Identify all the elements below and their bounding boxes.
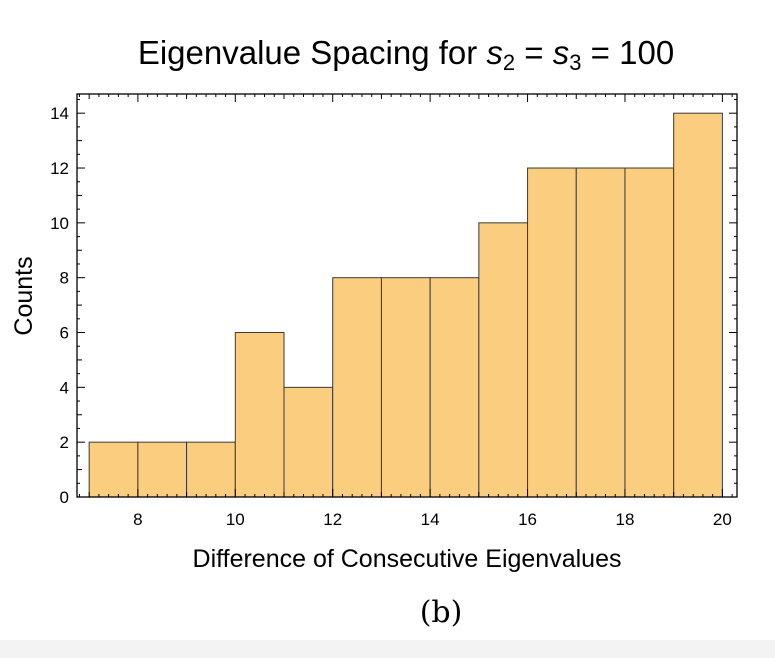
- tick-labels-layer: 8 10 12 14 16 18 20 0 2 4 6 8 10 12 14: [50, 104, 732, 529]
- footer-strip: [0, 640, 775, 658]
- y-axis-label: Counts: [10, 256, 38, 335]
- histogram-bar-4: [234, 332, 285, 498]
- figure-caption: (b): [420, 595, 463, 630]
- x-tick-label: 12: [323, 510, 342, 529]
- histogram-bar-2: [137, 441, 188, 498]
- x-tick-label: 8: [133, 510, 142, 529]
- histogram-bar-12: [624, 167, 675, 498]
- chart-title: Eigenvalue Spacing for s2 = s3 = 100: [138, 34, 674, 75]
- histogram-bar-9: [478, 222, 529, 498]
- histogram-bar-11: [575, 167, 626, 498]
- y-tick-label: 10: [50, 214, 69, 233]
- x-tick-label: 10: [226, 510, 245, 529]
- histogram-bar-6: [332, 277, 382, 498]
- histogram-bar-7: [380, 277, 431, 498]
- histogram-bar-8: [429, 277, 480, 498]
- histogram-bar-10: [527, 167, 577, 498]
- x-tick-label: 18: [616, 510, 635, 529]
- x-axis-label: Difference of Consecutive Eigenvalues: [193, 545, 622, 573]
- y-tick-label: 4: [60, 378, 69, 397]
- histogram-chart: Eigenvalue Spacing for s2 = s3 = 100 8 10…: [10, 34, 738, 630]
- y-tick-label: 0: [60, 488, 69, 507]
- y-tick-label: 6: [60, 324, 69, 343]
- histogram-bar-5: [283, 386, 334, 498]
- y-tick-label: 8: [60, 269, 69, 288]
- x-tick-label: 20: [713, 510, 732, 529]
- histogram-bar-13: [673, 112, 723, 498]
- y-tick-label: 14: [50, 104, 69, 123]
- y-tick-label: 12: [50, 159, 69, 178]
- plot-frame: [76, 93, 738, 498]
- bars-layer: [88, 112, 723, 498]
- histogram-bar-1: [88, 441, 139, 498]
- x-tick-label: 14: [421, 510, 440, 529]
- histogram-bar-3: [186, 441, 236, 498]
- y-tick-label: 2: [60, 433, 69, 452]
- x-tick-label: 16: [518, 510, 537, 529]
